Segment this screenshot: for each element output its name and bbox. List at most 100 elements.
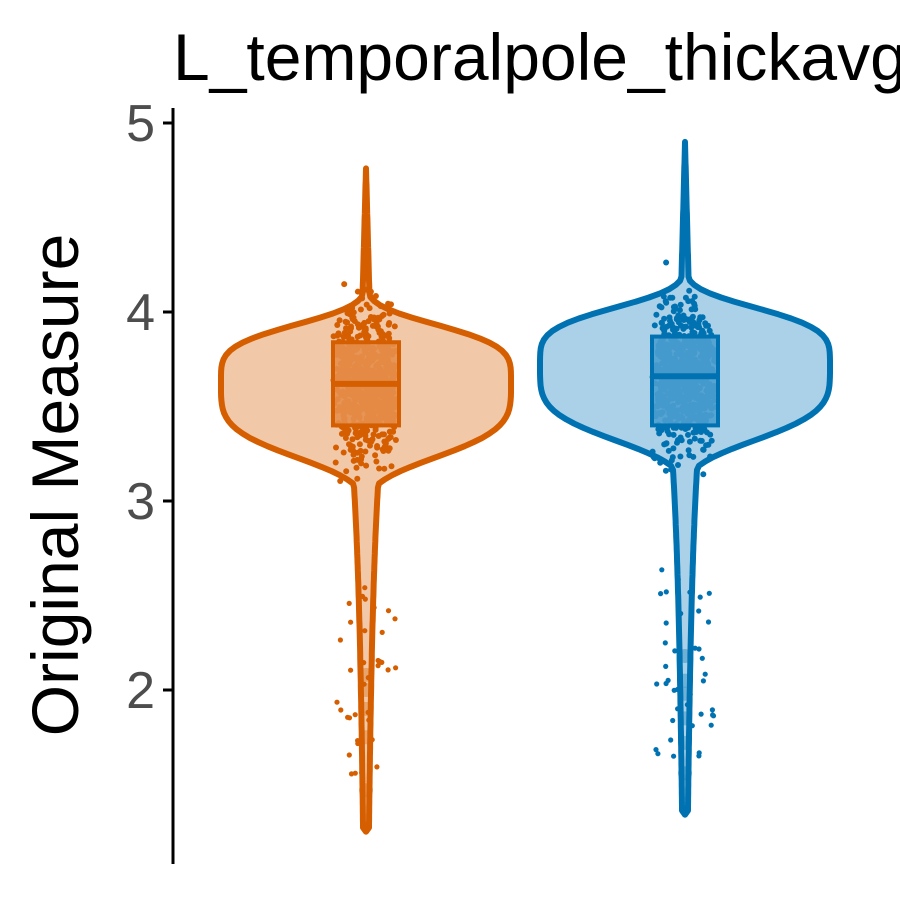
data-point xyxy=(341,281,348,288)
data-point xyxy=(677,434,684,441)
data-point xyxy=(374,764,380,770)
data-point xyxy=(708,437,715,444)
data-point xyxy=(658,304,665,311)
data-point xyxy=(670,326,676,333)
data-point xyxy=(385,667,391,673)
data-point xyxy=(698,711,704,717)
data-point xyxy=(369,737,375,743)
data-point xyxy=(355,324,362,331)
data-point xyxy=(365,675,371,681)
data-point xyxy=(373,321,380,328)
data-point xyxy=(659,320,665,327)
data-point xyxy=(343,468,350,475)
data-point xyxy=(696,646,702,652)
data-point xyxy=(377,303,384,310)
data-point xyxy=(354,288,361,295)
data-point xyxy=(364,427,371,434)
data-point xyxy=(385,330,392,337)
data-point xyxy=(677,301,684,308)
data-point xyxy=(354,475,361,482)
data-point xyxy=(670,717,676,724)
data-point xyxy=(699,314,706,321)
data-point xyxy=(663,589,669,595)
data-point xyxy=(374,443,381,449)
data-point xyxy=(365,318,372,325)
data-point xyxy=(691,435,698,442)
data-point xyxy=(671,753,677,759)
data-point xyxy=(362,628,368,634)
data-point xyxy=(385,447,392,454)
data-point xyxy=(358,453,365,460)
data-point xyxy=(653,311,660,318)
data-point xyxy=(700,678,707,684)
data-point xyxy=(337,478,344,484)
data-point xyxy=(334,322,341,328)
y-axis-ticks: 2 3 4 5 xyxy=(126,95,173,720)
data-point xyxy=(345,334,352,341)
data-point xyxy=(375,326,382,333)
data-point xyxy=(690,322,697,329)
data-point xyxy=(372,293,379,299)
data-point xyxy=(358,460,365,467)
data-point xyxy=(662,640,668,646)
data-point xyxy=(352,770,358,776)
data-point xyxy=(655,751,661,757)
violin-shape xyxy=(218,165,514,835)
data-point xyxy=(710,713,717,719)
data-point xyxy=(343,325,349,332)
data-point xyxy=(675,706,681,712)
data-point xyxy=(676,307,683,314)
data-point xyxy=(345,714,351,720)
data-point xyxy=(381,465,388,472)
data-point xyxy=(338,707,344,713)
data-point xyxy=(700,446,707,453)
data-point xyxy=(343,319,350,326)
data-point xyxy=(385,435,392,442)
data-point xyxy=(379,629,385,636)
data-point xyxy=(375,314,381,321)
data-point xyxy=(699,327,706,334)
data-point xyxy=(393,665,399,671)
data-point xyxy=(663,680,669,687)
data-point xyxy=(658,591,664,597)
data-point xyxy=(361,660,367,666)
data-point xyxy=(697,594,703,600)
data-point xyxy=(659,325,666,332)
data-point xyxy=(357,332,364,339)
data-point xyxy=(349,316,356,323)
data-point xyxy=(354,456,361,463)
data-point xyxy=(703,442,710,449)
data-point xyxy=(677,453,684,460)
data-point xyxy=(375,433,382,439)
data-point xyxy=(385,321,392,328)
data-point xyxy=(691,293,698,300)
y-axis-label: Original Measure xyxy=(18,234,92,737)
outlier-point xyxy=(678,766,692,781)
data-point xyxy=(361,681,367,687)
data-point xyxy=(390,428,397,435)
data-point xyxy=(685,447,692,454)
data-point xyxy=(649,448,656,455)
data-point xyxy=(348,667,354,673)
data-point xyxy=(359,593,366,600)
data-point xyxy=(692,645,698,651)
data-point xyxy=(334,699,340,705)
data-point xyxy=(700,471,707,478)
data-point xyxy=(364,334,371,341)
outlier-point xyxy=(359,667,373,682)
data-point xyxy=(391,323,398,330)
data-point xyxy=(381,443,388,450)
chart-title: L_temporalpole_thickavg xyxy=(173,20,900,94)
data-point xyxy=(686,287,693,294)
data-point xyxy=(705,619,712,625)
data-point xyxy=(675,576,681,583)
y-tick-label: 5 xyxy=(126,95,155,153)
outlier-point xyxy=(678,735,692,750)
data-point xyxy=(668,737,674,743)
data-point xyxy=(667,294,674,301)
outlier-point xyxy=(678,649,692,663)
data-point xyxy=(661,441,668,448)
data-point xyxy=(663,620,669,626)
data-point xyxy=(368,438,375,445)
data-point xyxy=(707,453,714,460)
